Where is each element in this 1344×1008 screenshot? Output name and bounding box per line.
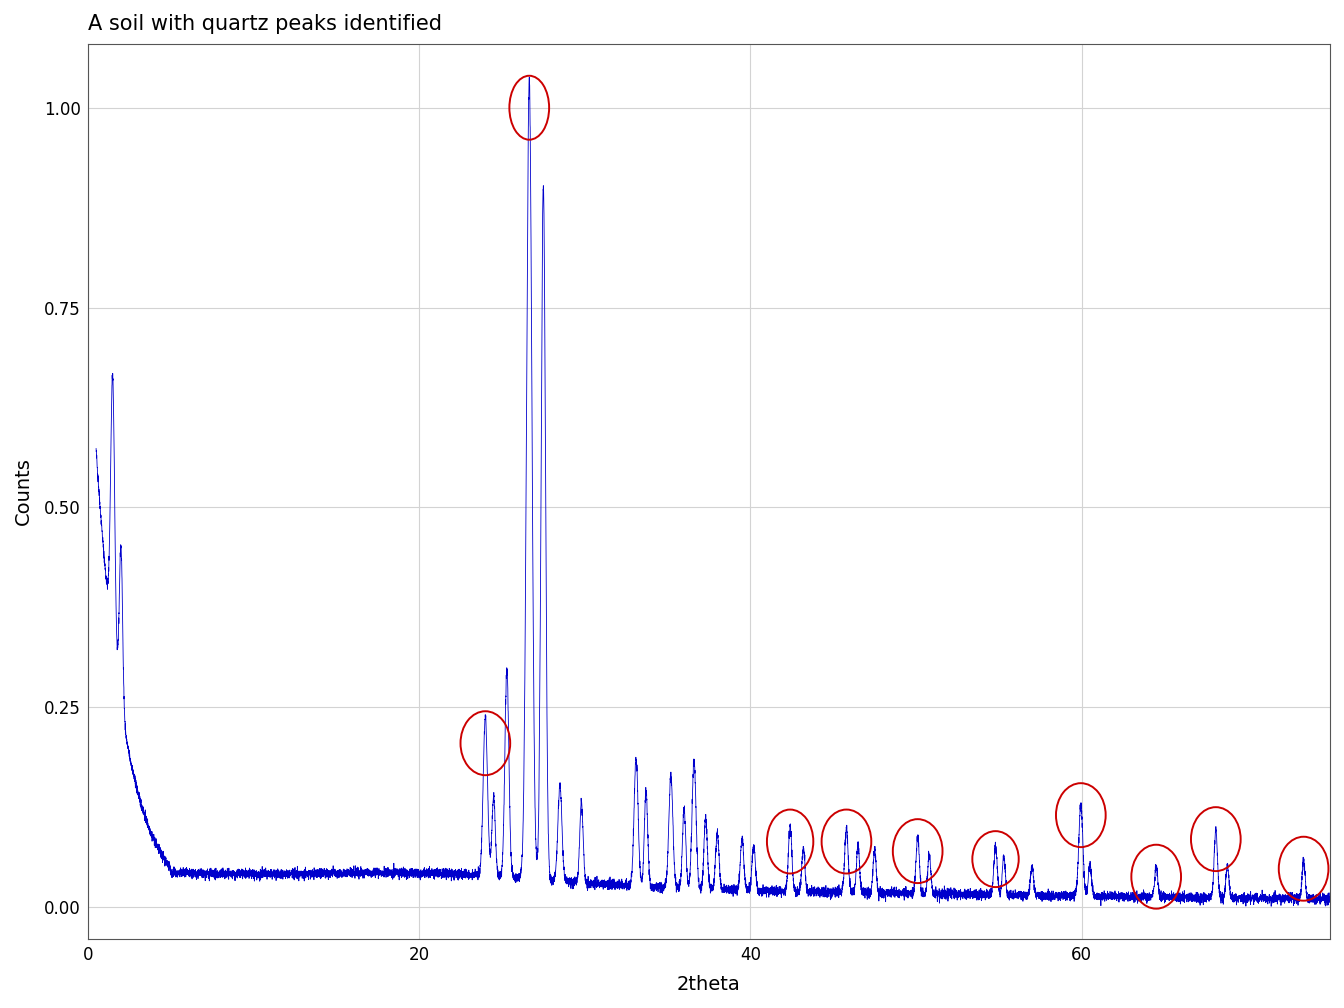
X-axis label: 2theta: 2theta [677, 975, 741, 994]
Y-axis label: Counts: Counts [13, 458, 32, 525]
Text: A soil with quartz peaks identified: A soil with quartz peaks identified [87, 14, 442, 34]
